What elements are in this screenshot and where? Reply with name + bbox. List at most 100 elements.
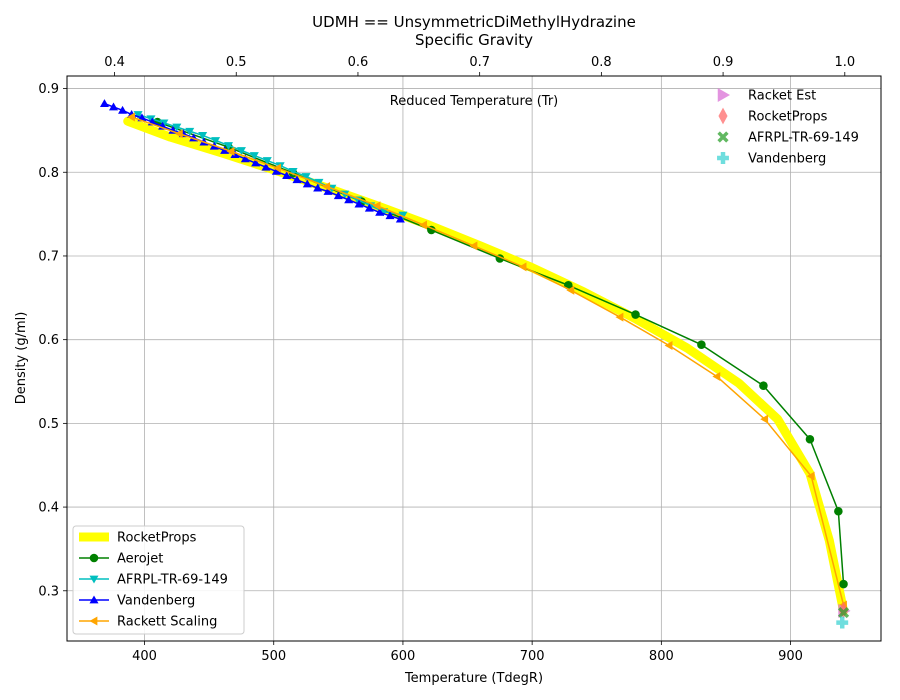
legend-points: Racket Est RocketProps AFRPL-TR-69-149 Vand…: [717, 88, 859, 167]
data-point: [518, 262, 527, 272]
data-point: [333, 191, 343, 200]
data-point: [146, 115, 156, 124]
data-point: [185, 127, 195, 136]
data-point: [282, 171, 292, 179]
legend-lines-label: AFRPL-TR-69-149: [117, 573, 228, 588]
data-point: [198, 132, 208, 140]
data-point: [834, 506, 843, 516]
legend-points-item: RocketProps: [718, 107, 828, 125]
data-point: [220, 145, 230, 154]
data-point: [273, 163, 281, 173]
legend-points-label: Vandenberg: [748, 152, 826, 167]
axes: 400 500 600 700 800 900 0.3 0.4 0.5 0.6 0.7 0.8 0.9 0…: [38, 55, 855, 664]
legend-points-label: AFRPL-TR-69-149: [748, 131, 859, 146]
x2-tick-label: 1.0: [834, 55, 855, 70]
y-tick-label: 0.7: [38, 249, 59, 264]
data-point: [760, 414, 769, 424]
data-point: [249, 152, 259, 161]
data-point: [99, 99, 109, 107]
data-point: [344, 195, 354, 204]
data-point: [372, 201, 381, 211]
highlight-point-3: [836, 616, 849, 629]
series-line: [130, 116, 845, 606]
x-tick-label: 400: [132, 649, 157, 664]
legend-points-item: AFRPL-TR-69-149: [717, 131, 859, 146]
data-point: [398, 211, 408, 220]
highlight-point-2: [837, 606, 850, 619]
legend-lines-item: RocketProps: [79, 531, 197, 546]
y-tick-label: 0.6: [38, 333, 59, 348]
x2-axis-label: Reduced Temperature (Tr): [390, 94, 558, 109]
data-point: [566, 285, 575, 295]
data-point: [288, 168, 298, 176]
data-point: [262, 157, 272, 166]
data-point: [469, 241, 478, 251]
legend-marker: [717, 131, 729, 143]
x2-tick-label: 0.5: [226, 55, 247, 70]
legend-marker: [89, 575, 99, 584]
data-point: [230, 150, 240, 159]
chart-title-line1: UDMH == UnsymmetricDiMethylHydrazine: [312, 13, 636, 31]
legend-lines-item: Vandenberg: [79, 594, 195, 609]
data-point: [313, 183, 323, 192]
x-tick-label: 800: [649, 649, 674, 664]
legend-lines-item: AFRPL-TR-69-149: [79, 573, 228, 588]
data-point: [385, 211, 395, 220]
data-point: [697, 340, 706, 349]
data-point: [712, 371, 721, 381]
data-point: [664, 341, 673, 351]
legend-points-label: Racket Est: [748, 89, 816, 104]
legend-lines-item: Aerojet: [79, 552, 163, 567]
x-axis-label: Temperature (TdegR): [404, 671, 543, 686]
y-axis-label: Density (g/ml): [14, 312, 29, 405]
data-point: [211, 137, 221, 145]
data-point: [839, 579, 848, 589]
x-tick-label: 600: [391, 649, 416, 664]
chart-title-line2: Specific Gravity: [415, 31, 533, 49]
data-point: [236, 147, 246, 155]
y-tick-label: 0.3: [38, 584, 59, 599]
data-point: [172, 123, 182, 132]
legend-marker: [89, 553, 99, 563]
points-layer: [836, 601, 851, 629]
y-tick-label: 0.5: [38, 417, 59, 432]
data-point: [375, 207, 385, 216]
legend-lines-label: Aerojet: [117, 552, 163, 567]
data-point: [251, 158, 261, 167]
data-point: [615, 312, 624, 322]
data-point: [159, 119, 169, 128]
data-point: [226, 146, 235, 156]
legend-marker: [718, 107, 728, 125]
data-point: [302, 179, 312, 188]
x2-tick-label: 0.9: [713, 55, 734, 70]
legend-lines-item: Rackett Scaling: [79, 615, 217, 630]
data-point: [292, 175, 302, 184]
y-tick-label: 0.9: [38, 82, 59, 97]
data-point: [364, 203, 374, 212]
legend-marker: [717, 88, 730, 102]
legend-lines-box: [72, 525, 245, 635]
legend-marker: [717, 152, 729, 164]
legend-lines-label: Rackett Scaling: [117, 615, 217, 630]
data-point: [224, 142, 234, 150]
data-point: [271, 166, 281, 175]
legend-marker: [89, 616, 98, 626]
x-tick-label: 900: [778, 649, 803, 664]
data-point: [127, 112, 135, 122]
data-point: [323, 187, 333, 195]
highlight-point-1: [838, 601, 849, 619]
data-point: [301, 173, 311, 181]
x2-tick-label: 0.7: [469, 55, 490, 70]
plot-frame: [66, 75, 882, 642]
x2-tick-label: 0.4: [104, 55, 125, 70]
x-tick-label: 500: [261, 649, 286, 664]
data-point: [379, 208, 389, 217]
series-layer: [99, 99, 849, 616]
data-point: [806, 471, 815, 481]
x2-tick-label: 0.8: [591, 55, 612, 70]
data-point: [631, 310, 640, 319]
data-point: [174, 129, 183, 139]
data-point: [240, 154, 250, 163]
y-tick-label: 0.8: [38, 166, 59, 181]
